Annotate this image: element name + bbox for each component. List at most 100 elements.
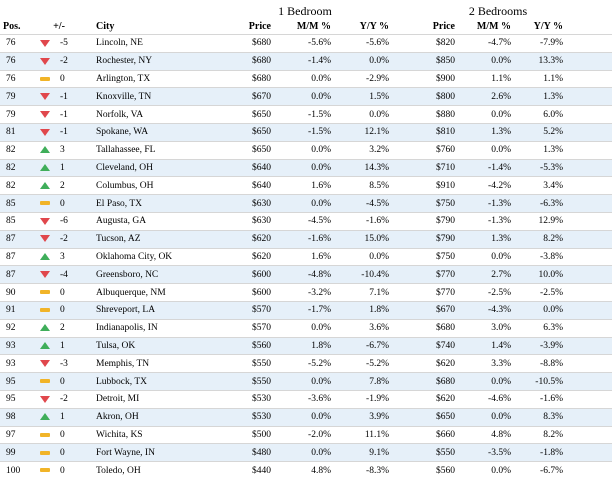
padding-cell [566, 176, 612, 195]
column-header-mm-1br: M/M % [296, 20, 331, 32]
city-cell: Rochester, NY [88, 51, 212, 71]
mm-1br-cell: -4.5% [274, 211, 334, 231]
price-2br-cell: $660 [392, 425, 458, 444]
padding-cell [566, 461, 612, 479]
rent-ranking-page: 1 Bedroom 2 Bedrooms Pos. +/- City Price… [0, 4, 612, 479]
change-indicator-cell [30, 69, 60, 88]
mm-2br-cell: -3.5% [458, 443, 514, 462]
yy-1br-cell: 1.5% [334, 87, 392, 106]
yy-1br-cell: -2.9% [334, 69, 392, 88]
city-cell: Toledo, OH [88, 461, 212, 479]
price-1br-cell: $500 [212, 425, 274, 444]
city-cell: Augusta, GA [88, 211, 212, 231]
city-cell: Indianapolis, IN [88, 318, 212, 338]
table-row: 98 1 Akron, OH $530 0.0% 3.9% $650 0.0% 8.3% [0, 407, 612, 427]
rank-change-cell: -5 [60, 34, 88, 53]
padding-cell [566, 211, 612, 231]
change-indicator-cell [30, 211, 60, 231]
mm-2br-cell: 3.0% [458, 318, 514, 338]
city-cell: Spokane, WA [88, 122, 212, 142]
mm-2br-cell: -4.2% [458, 176, 514, 195]
mm-1br-cell: 1.6% [274, 176, 334, 195]
dash-icon [40, 432, 50, 437]
yy-1br-cell: 9.1% [334, 443, 392, 462]
price-1br-cell: $640 [212, 176, 274, 195]
price-2br-cell: $790 [392, 211, 458, 231]
table-row: 76 0 Arlington, TX $680 0.0% -2.9% $900 1.1% 1.1… [0, 69, 612, 88]
yy-2br-cell: -1.8% [514, 443, 566, 462]
price-2br-cell: $800 [392, 87, 458, 106]
triangle-up-icon [40, 164, 50, 172]
table-row: 87 -4 Greensboro, NC $600 -4.8% -10.4% $770 2.7… [0, 265, 612, 284]
yy-2br-cell: 1.3% [514, 140, 566, 160]
mm-2br-cell: -4.3% [458, 300, 514, 320]
yy-1br-cell: -10.4% [334, 265, 392, 284]
city-cell: Wichita, KS [88, 425, 212, 444]
mm-2br-cell: 0.0% [458, 372, 514, 391]
change-indicator-cell [30, 247, 60, 266]
table-row: 99 0 Fort Wayne, IN $480 0.0% 9.1% $550 -3.5% -1… [0, 443, 612, 462]
column-header-yy-2br: Y/Y % [533, 20, 563, 32]
change-indicator-cell [30, 176, 60, 195]
city-cell: Akron, OH [88, 407, 212, 427]
rank-cell: 82 [0, 158, 30, 177]
table-row: 92 2 Indianapolis, IN $570 0.0% 3.6% $680 3.0% 6… [0, 318, 612, 338]
rank-cell: 98 [0, 407, 30, 427]
change-indicator-cell [30, 372, 60, 391]
padding-cell [566, 105, 612, 124]
price-1br-cell: $680 [212, 51, 274, 71]
column-header-yy-1br: Y/Y % [359, 20, 389, 32]
mm-2br-cell: 2.6% [458, 87, 514, 106]
price-1br-cell: $630 [212, 194, 274, 213]
city-cell: Tucson, AZ [88, 229, 212, 249]
yy-2br-cell: 0.0% [514, 300, 566, 320]
change-indicator-cell [30, 105, 60, 124]
column-header-city: City [96, 20, 115, 32]
yy-2br-cell: -3.8% [514, 247, 566, 266]
rank-change-cell: -1 [60, 122, 88, 142]
yy-1br-cell: -8.3% [334, 461, 392, 479]
rank-cell: 92 [0, 318, 30, 338]
padding-cell [566, 318, 612, 338]
table-row: 87 3 Oklahoma City, OK $620 1.6% 0.0% $750 0.0%… [0, 247, 612, 266]
mm-1br-cell: 0.0% [274, 443, 334, 462]
price-2br-cell: $740 [392, 336, 458, 355]
price-2br-cell: $880 [392, 105, 458, 124]
mm-2br-cell: 1.3% [458, 122, 514, 142]
triangle-up-icon [40, 324, 50, 332]
city-cell: Shreveport, LA [88, 300, 212, 320]
rank-cell: 85 [0, 211, 30, 231]
price-2br-cell: $790 [392, 229, 458, 249]
price-1br-cell: $560 [212, 336, 274, 355]
rank-change-cell: -2 [60, 389, 88, 409]
yy-1br-cell: 8.5% [334, 176, 392, 195]
rank-cell: 95 [0, 372, 30, 391]
rank-change-cell: -2 [60, 229, 88, 249]
yy-2br-cell: 1.3% [514, 87, 566, 106]
table-row: 87 -2 Tucson, AZ $620 -1.6% 15.0% $790 1.3% 8.2% [0, 229, 612, 249]
rank-change-cell: 0 [60, 425, 88, 444]
rank-change-cell: -1 [60, 87, 88, 106]
mm-1br-cell: 1.8% [274, 336, 334, 355]
yy-2br-cell: 10.0% [514, 265, 566, 284]
yy-1br-cell: -4.5% [334, 194, 392, 213]
price-2br-cell: $910 [392, 176, 458, 195]
change-indicator-cell [30, 51, 60, 71]
rank-change-cell: 0 [60, 194, 88, 213]
padding-cell [566, 194, 612, 213]
rank-change-cell: -6 [60, 211, 88, 231]
yy-2br-cell: 8.2% [514, 229, 566, 249]
padding-cell [566, 265, 612, 284]
padding-cell [566, 247, 612, 266]
mm-1br-cell: -1.5% [274, 105, 334, 124]
yy-2br-cell: 6.0% [514, 105, 566, 124]
rank-cell: 76 [0, 34, 30, 53]
padding-cell [566, 122, 612, 142]
change-indicator-cell [30, 194, 60, 213]
rank-cell: 100 [0, 461, 30, 479]
price-2br-cell: $620 [392, 389, 458, 409]
rank-change-cell: 1 [60, 407, 88, 427]
mm-2br-cell: -1.3% [458, 211, 514, 231]
padding-cell [566, 140, 612, 160]
mm-2br-cell: -1.3% [458, 194, 514, 213]
